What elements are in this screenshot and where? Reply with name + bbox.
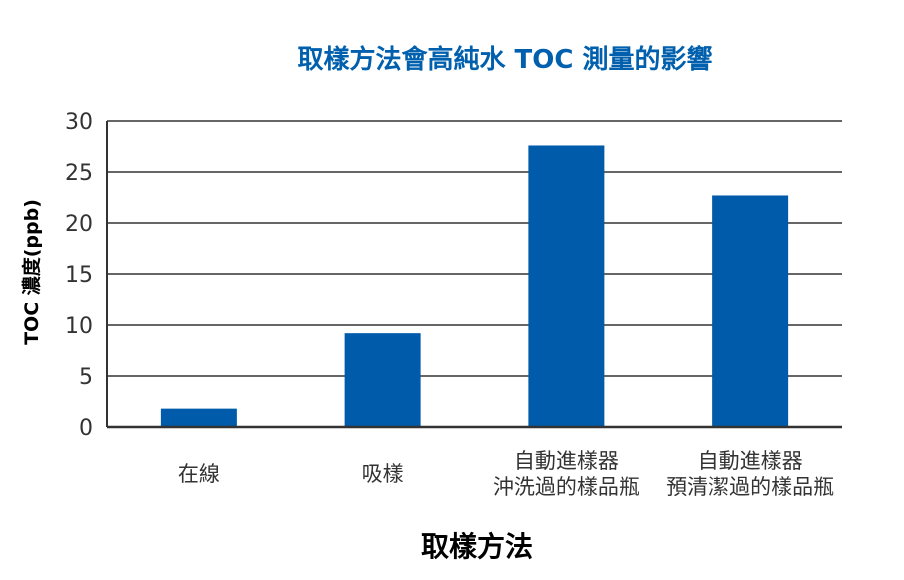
bar-0	[160, 408, 237, 427]
bar-3	[712, 195, 789, 427]
bar-1	[344, 333, 421, 427]
y-axis-ticks: 0 5 10 15 20 25 30	[65, 110, 93, 441]
chart-title: 取樣方法會高純水 TOC 測量的影響	[297, 44, 712, 75]
y-tick-label-0: 0	[79, 416, 93, 441]
x-tick-label-0: 在線	[178, 462, 220, 486]
x-tick-label-3: 自動進樣器預清潔過的樣品瓶	[666, 449, 834, 499]
y-tick-label-10: 10	[65, 314, 93, 339]
x-tick-label-1: 吸樣	[362, 462, 404, 486]
y-tick-label-30: 30	[65, 110, 93, 135]
bar-2	[528, 145, 605, 428]
y-tick-label-20: 20	[65, 212, 93, 237]
x-axis-label: 取樣方法	[421, 530, 533, 563]
y-tick-label-15: 15	[65, 263, 93, 288]
y-axis-label: TOC 濃度(ppb)	[20, 199, 43, 345]
y-tick-label-25: 25	[65, 161, 93, 186]
x-tick-label-2: 自動進樣器沖洗過的樣品瓶	[493, 449, 640, 499]
bars	[160, 145, 789, 428]
y-tick-label-5: 5	[79, 365, 93, 390]
axes	[106, 121, 842, 429]
